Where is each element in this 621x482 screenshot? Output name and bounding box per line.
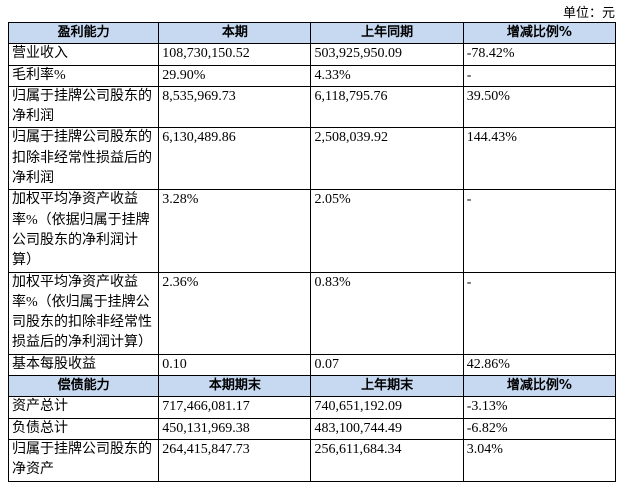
row-label: 毛利率%: [7, 64, 160, 87]
header-cell: 本期: [158, 21, 312, 45]
financial-table: 盈利能力 本期 上年同期 增减比例% 营业收入 108,730,150.52 503,925…: [7, 21, 617, 482]
cell: 740,651,192.09: [310, 396, 464, 419]
cell: 0.07: [310, 353, 464, 377]
cell: -6.82%: [462, 417, 617, 440]
data-row: 基本每股收益 0.10 0.07 42.86%: [7, 353, 617, 377]
data-row: 归属于挂牌公司股东的扣除非经常性损益后的净利润 6,130,489.86 2,508…: [7, 127, 617, 191]
data-row: 归属于挂牌公司股东的净资产 264,415,847.73 256,611,684.3…: [7, 438, 617, 482]
cell: -: [462, 64, 617, 87]
header-cell: 增减比例%: [462, 21, 617, 45]
cell: 0.83%: [310, 271, 464, 355]
cell: 3.04%: [462, 438, 617, 482]
cell: 4.33%: [310, 64, 464, 87]
header-cell: 上年同期: [310, 21, 464, 45]
data-row: 资产总计 717,466,081.17 740,651,192.09 -3.13%: [7, 396, 617, 419]
cell: 2,508,039.92: [310, 127, 464, 191]
cell: 39.50%: [462, 85, 617, 129]
cell: 108,730,150.52: [158, 43, 312, 66]
header-cell: 增减比例%: [462, 375, 617, 398]
data-row: 毛利率% 29.90% 4.33% -: [7, 64, 617, 87]
cell: 264,415,847.73: [158, 438, 312, 482]
cell: 8,535,969.73: [158, 85, 312, 129]
row-label: 归属于挂牌公司股东的净资产: [7, 438, 160, 482]
header-cell: 上年期末: [310, 375, 464, 398]
unit-note: 单位：元: [562, 5, 615, 20]
row-label: 资产总计: [7, 396, 160, 419]
data-row: 营业收入 108,730,150.52 503,925,950.09 -78.42%: [7, 43, 617, 66]
cell: 483,100,744.49: [310, 417, 464, 440]
cell: 3.28%: [158, 189, 312, 273]
row-label: 加权平均净资产收益率%（依据归属于挂牌公司股东的净利润计算）: [7, 189, 160, 273]
data-row: 加权平均净资产收益率%（依据归属于挂牌公司股东的净利润计算） 3.28% 2.05%…: [7, 189, 617, 273]
cell: 717,466,081.17: [158, 396, 312, 419]
cell: 450,131,969.38: [158, 417, 312, 440]
header-row: 盈利能力 本期 上年同期 增减比例%: [7, 21, 617, 45]
data-row: 归属于挂牌公司股东的净利润 8,535,969.73 6,118,795.76 39.…: [7, 85, 617, 129]
cell: 6,130,489.86: [158, 127, 312, 191]
cell: 2.05%: [310, 189, 464, 273]
header-cell: 盈利能力: [7, 21, 160, 45]
header-cell: 偿债能力: [7, 375, 160, 398]
cell: -: [462, 271, 617, 355]
data-row: 负债总计 450,131,969.38 483,100,744.49 -6.82%: [7, 417, 617, 440]
row-label: 营业收入: [7, 43, 160, 66]
row-label: 归属于挂牌公司股东的净利润: [7, 85, 160, 129]
row-label: 基本每股收益: [7, 353, 160, 377]
cell: 6,118,795.76: [310, 85, 464, 129]
row-label: 归属于挂牌公司股东的扣除非经常性损益后的净利润: [7, 127, 160, 191]
header-row: 偿债能力 本期期末 上年期末 增减比例%: [7, 375, 617, 398]
cell: 0.10: [158, 353, 312, 377]
data-row: 加权平均净资产收益率%（依归属于挂牌公司股东的扣除非经常性损益后的净利润计算） 2…: [7, 271, 617, 355]
cell: 29.90%: [158, 64, 312, 87]
row-label: 负债总计: [7, 417, 160, 440]
cell: -3.13%: [462, 396, 617, 419]
cell: 2.36%: [158, 271, 312, 355]
header-cell: 本期期末: [158, 375, 312, 398]
row-label: 加权平均净资产收益率%（依归属于挂牌公司股东的扣除非经常性损益后的净利润计算）: [7, 271, 160, 355]
cell: 42.86%: [462, 353, 617, 377]
cell: 144.43%: [462, 127, 617, 191]
cell: -: [462, 189, 617, 273]
cell: 503,925,950.09: [310, 43, 464, 66]
cell: 256,611,684.34: [310, 438, 464, 482]
cell: -78.42%: [462, 43, 617, 66]
